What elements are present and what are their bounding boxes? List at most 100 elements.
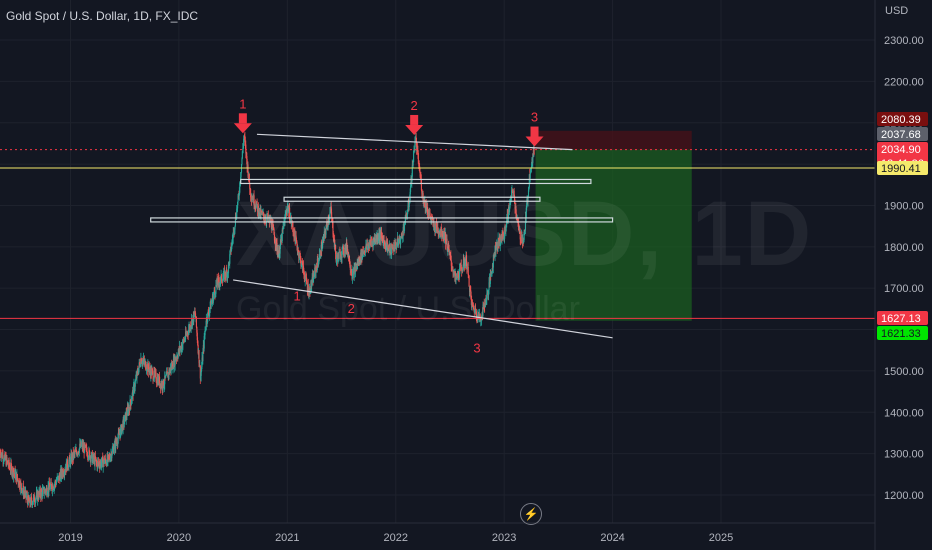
candle-body [111, 449, 113, 455]
candle-body [331, 212, 333, 219]
candle-body [433, 222, 435, 226]
candle-body [20, 482, 22, 484]
candle-body [74, 451, 76, 454]
candle-body [460, 264, 462, 269]
candle-body [115, 439, 117, 449]
candle-body [15, 473, 17, 479]
candle-body [165, 375, 167, 377]
candle-body [492, 255, 494, 268]
candle-body [411, 165, 413, 177]
candle-body [246, 152, 248, 159]
candle-body [511, 190, 513, 199]
x-tick-label: 2024 [600, 532, 624, 544]
candle-body [43, 492, 45, 495]
candle-body [528, 174, 530, 188]
price-tag-label: 1621.33 [881, 328, 921, 340]
candle-body [495, 249, 497, 252]
candle-body [339, 251, 341, 260]
candle-body [40, 490, 42, 498]
candle-body [227, 263, 230, 273]
candle-body [52, 485, 54, 490]
candle-body [198, 350, 200, 363]
candle-body [216, 278, 218, 285]
candle-body [92, 457, 94, 463]
candle-body [51, 484, 53, 490]
candle-body [117, 432, 119, 439]
candle-body [245, 144, 247, 154]
y-tick-label: 2300.00 [884, 35, 924, 47]
y-tick-label: 1500.00 [884, 366, 924, 378]
candle-body [249, 182, 251, 190]
down-arrow-icon [410, 114, 419, 125]
candle-body [523, 231, 525, 240]
watermark-symbol: XAUUSD, 1D [236, 183, 814, 285]
candle-body [338, 252, 340, 259]
lightning-icon[interactable]: ⚡ [520, 503, 542, 525]
candle-body [49, 485, 51, 490]
candle-body [440, 226, 442, 237]
candle-body [467, 266, 469, 275]
candle-body [490, 272, 492, 275]
candle-body [41, 489, 44, 497]
peak-label: 1 [239, 96, 246, 111]
candle-body [521, 234, 523, 242]
candle-body [379, 233, 381, 240]
candle-body [20, 483, 22, 489]
candle-body [517, 220, 520, 226]
candle-body [172, 363, 174, 369]
candle-body [32, 496, 34, 502]
candle-body [446, 238, 448, 247]
candle-body [111, 454, 113, 459]
candle-body [311, 277, 313, 284]
candle-body [6, 457, 8, 462]
candle-body [429, 212, 431, 216]
candle-body [417, 153, 419, 164]
candle-body [394, 242, 396, 251]
candle-body [408, 203, 410, 208]
candle-body [462, 259, 465, 269]
candle-body [195, 313, 197, 318]
price-axis-panel [875, 0, 932, 550]
candle-body [279, 245, 281, 254]
candle-body [525, 207, 527, 219]
down-arrow-icon [530, 126, 539, 137]
candle-body [513, 190, 515, 197]
candle-body [165, 375, 167, 378]
candle-body [225, 269, 227, 277]
candle-body [448, 248, 450, 253]
candle-body [135, 378, 137, 381]
candle-body [101, 457, 103, 463]
candle-body [237, 195, 239, 202]
candle-body [474, 310, 476, 313]
price-tag [877, 161, 928, 176]
candle-body [294, 229, 296, 237]
candle-body [413, 150, 415, 163]
candle-body [384, 241, 386, 245]
candle-body [2, 454, 4, 462]
candle-body [17, 479, 19, 484]
candle-body [90, 458, 92, 462]
candle-body [134, 380, 136, 387]
candle-body [326, 224, 328, 227]
candle-body [39, 488, 41, 496]
candle-body [289, 208, 291, 221]
price-tag-label: 1990.41 [881, 163, 921, 175]
candle-body [211, 302, 213, 304]
candle-body [126, 407, 129, 416]
candle-body [138, 362, 140, 369]
candle-body [232, 232, 234, 239]
x-tick-label: 2023 [492, 532, 516, 544]
candle-body [529, 173, 531, 179]
candle-body [94, 456, 96, 460]
candle-body [214, 290, 216, 292]
horizontal-box [283, 196, 541, 202]
candle-body [130, 401, 132, 405]
candle-body [113, 443, 116, 450]
candle-body [201, 357, 203, 367]
horizontal-box [150, 217, 614, 223]
candle-body [67, 459, 69, 468]
price-tag-label: 1627.13 [881, 313, 921, 325]
candle-body [11, 466, 13, 475]
candle-body [102, 462, 104, 468]
